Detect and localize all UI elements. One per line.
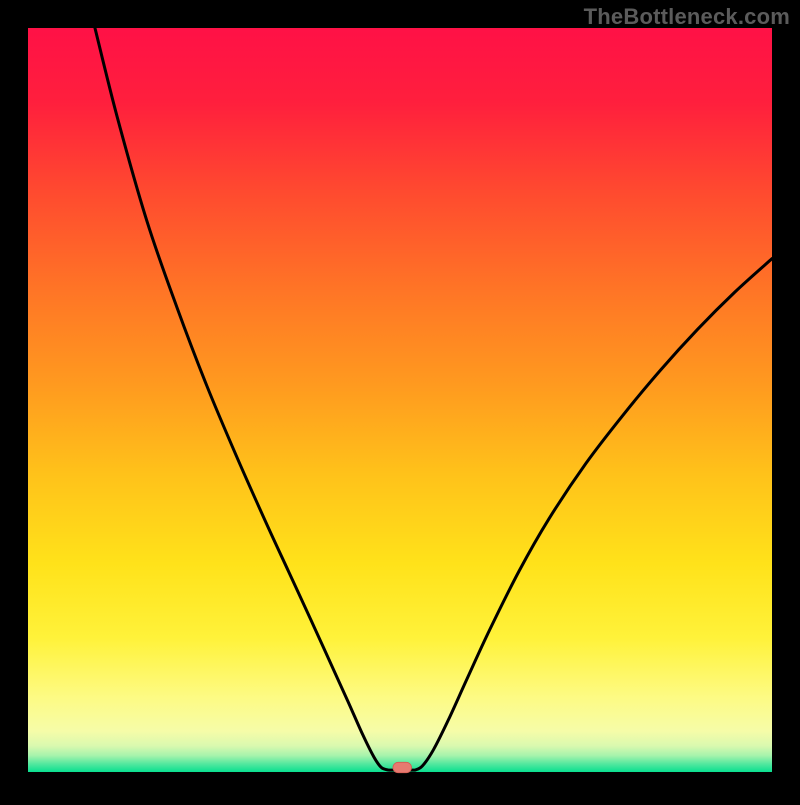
optimal-point-marker: [393, 762, 412, 772]
plot-area: [28, 28, 772, 772]
bottleneck-curve-chart: [0, 0, 800, 800]
watermark-text: TheBottleneck.com: [584, 4, 790, 30]
chart-frame: TheBottleneck.com: [0, 0, 800, 800]
